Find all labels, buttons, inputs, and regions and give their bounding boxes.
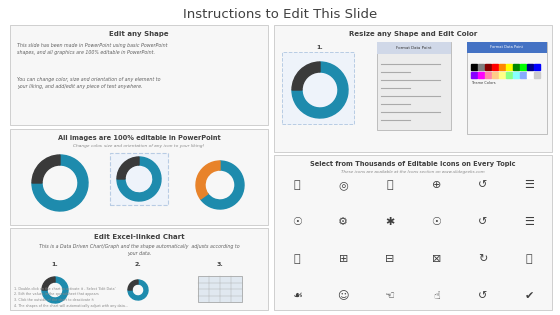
Wedge shape [42, 277, 55, 290]
Bar [506, 64, 512, 70]
Bar [506, 72, 512, 78]
FancyBboxPatch shape [10, 228, 268, 310]
Text: ⊠: ⊠ [432, 254, 441, 264]
Text: ☉: ☉ [292, 217, 302, 227]
Wedge shape [117, 157, 139, 179]
FancyBboxPatch shape [198, 276, 242, 302]
Text: Format Data Point: Format Data Point [491, 45, 524, 49]
Text: Format Data Point: Format Data Point [396, 46, 432, 50]
Text: ↻: ↻ [478, 254, 487, 264]
Bar [534, 72, 540, 78]
Text: ◎: ◎ [339, 180, 348, 190]
Bar [478, 72, 484, 78]
Text: Resize any Shape and Edit Color: Resize any Shape and Edit Color [349, 31, 477, 37]
Text: All images are 100% editable in PowerPoint: All images are 100% editable in PowerPoi… [58, 135, 220, 141]
Text: ⊟: ⊟ [385, 254, 394, 264]
Bar [527, 72, 533, 78]
FancyBboxPatch shape [467, 42, 547, 134]
Bar [534, 64, 540, 70]
Bar [485, 72, 491, 78]
Text: 🔍: 🔍 [526, 254, 533, 264]
FancyBboxPatch shape [467, 42, 547, 53]
Text: ⊕: ⊕ [432, 180, 441, 190]
Wedge shape [117, 157, 161, 201]
FancyBboxPatch shape [274, 155, 552, 310]
Text: ⚙: ⚙ [338, 217, 348, 227]
Bar [520, 64, 526, 70]
Text: ✱: ✱ [385, 217, 394, 227]
Text: This is a Data Driven Chart/Graph and the shape automatically  adjusts according: This is a Data Driven Chart/Graph and th… [39, 244, 239, 255]
Bar [499, 72, 505, 78]
Wedge shape [292, 62, 348, 118]
Text: ☰: ☰ [524, 217, 534, 227]
Text: 3.: 3. [217, 262, 223, 267]
Wedge shape [128, 280, 148, 300]
Wedge shape [196, 161, 220, 199]
Text: Change color, size and orientation of any icon to your liking!: Change color, size and orientation of an… [73, 144, 204, 148]
Wedge shape [128, 280, 138, 290]
FancyBboxPatch shape [10, 129, 268, 225]
Text: 2.: 2. [409, 45, 416, 50]
Text: Instructions to Edit This Slide: Instructions to Edit This Slide [183, 8, 377, 21]
Bar [471, 72, 477, 78]
Bar [527, 64, 533, 70]
Text: ↺: ↺ [478, 291, 487, 301]
Text: ⌖: ⌖ [386, 180, 393, 190]
FancyBboxPatch shape [274, 25, 552, 152]
Wedge shape [292, 62, 320, 90]
Text: These icons are available at the Icons section on www.slidegeeks.com: These icons are available at the Icons s… [341, 170, 485, 174]
Bar [492, 72, 498, 78]
Text: Theme Colors: Theme Colors [471, 81, 496, 85]
Text: 2.: 2. [134, 262, 141, 267]
Text: ☰: ☰ [524, 180, 534, 190]
Wedge shape [200, 161, 244, 209]
Bar [513, 64, 519, 70]
Bar [492, 64, 498, 70]
Text: 1.: 1. [52, 262, 58, 267]
Bar [471, 64, 477, 70]
Wedge shape [42, 277, 68, 303]
Wedge shape [32, 155, 88, 211]
Wedge shape [32, 155, 60, 183]
Text: ↺: ↺ [478, 217, 487, 227]
Text: ⛷: ⛷ [293, 254, 300, 264]
Text: ☺: ☺ [338, 291, 349, 301]
Text: ☉: ☉ [431, 217, 441, 227]
FancyBboxPatch shape [377, 42, 451, 54]
Text: You can change color, size and orientation of any element to
your liking, and ad: You can change color, size and orientati… [17, 77, 161, 89]
Bar [520, 72, 526, 78]
Text: This slide has been made in PowerPoint using basic PowerPoint
shapes, and all gr: This slide has been made in PowerPoint u… [17, 43, 167, 55]
Text: Edit any Shape: Edit any Shape [109, 31, 169, 37]
Text: 1.: 1. [316, 45, 323, 50]
FancyBboxPatch shape [110, 153, 168, 205]
Text: Select from Thousands of Editable Icons on Every Topic: Select from Thousands of Editable Icons … [310, 161, 516, 167]
Text: Edit Excel-linked Chart: Edit Excel-linked Chart [94, 234, 184, 240]
Text: 1. Double-click on the chart to activate it - Select 'Edit Data'
2. Edit the val: 1. Double-click on the chart to activate… [14, 287, 128, 308]
Text: 3.: 3. [498, 45, 505, 50]
Bar [499, 64, 505, 70]
Bar [513, 72, 519, 78]
FancyBboxPatch shape [377, 42, 451, 130]
Text: ⌖: ⌖ [293, 180, 300, 190]
Bar [485, 64, 491, 70]
Text: ☜: ☜ [385, 291, 395, 301]
Text: ☙: ☙ [292, 291, 302, 301]
Text: ↺: ↺ [478, 180, 487, 190]
Text: ✔: ✔ [524, 291, 534, 301]
Text: ⊞: ⊞ [339, 254, 348, 264]
Text: ☝: ☝ [433, 291, 440, 301]
Bar [478, 64, 484, 70]
FancyBboxPatch shape [282, 52, 354, 124]
FancyBboxPatch shape [10, 25, 268, 125]
